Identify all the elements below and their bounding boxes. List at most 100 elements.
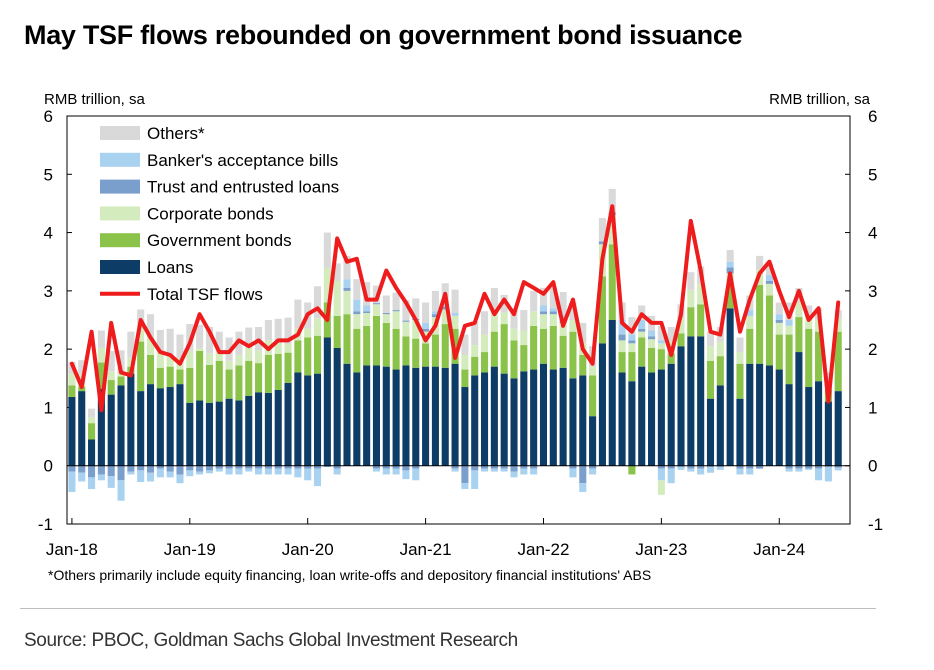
x-tick-label: Jan-24 [753, 540, 805, 559]
bar-trust_loans-neg [480, 465, 489, 469]
bar-trust_loans-neg [88, 465, 96, 478]
legend-label-corporate_bonds: Corporate bonds [147, 204, 274, 223]
bar-government_bonds [667, 353, 675, 364]
bar-trust_loans-neg [313, 465, 322, 469]
tsf-chart: -1 -1 0 0 1 1 2 2 3 3 4 4 5 5 6 6 Jan-18 Jan-19 Jan-20 Jan-… [38, 107, 883, 559]
bar-trust_loans-neg [78, 465, 86, 473]
bar-bankers_acceptance-neg [205, 470, 213, 474]
bar-bankers_acceptance-neg [294, 468, 302, 478]
bar-government_bonds [490, 331, 498, 367]
bar-government_bonds [569, 331, 577, 379]
bar-others [392, 292, 400, 311]
bar-corporate_bonds [137, 324, 145, 342]
bar-trust_loans-neg [461, 465, 469, 484]
bar-loans [186, 402, 194, 466]
legend-swatch-loans [100, 260, 140, 274]
bar-government_bonds [697, 304, 705, 337]
bar-trust_loans [775, 320, 783, 323]
bar-government_bonds [88, 423, 96, 440]
bar-bankers_acceptance-neg [176, 474, 184, 484]
bar-corporate_bonds [235, 354, 243, 366]
bar-corporate_bonds [510, 328, 518, 341]
bar-corporate_bonds [657, 343, 665, 350]
bar-corporate_bonds [549, 314, 557, 326]
bar-corporate_bonds [353, 314, 361, 329]
bar-loans [579, 375, 587, 466]
bar-corporate_bonds [333, 280, 341, 316]
bar-loans [756, 363, 764, 466]
bar-trust_loans-neg [382, 465, 390, 469]
bar-bankers_acceptance-neg [716, 466, 724, 470]
bar-others [146, 314, 155, 338]
y-tick-label-right: 0 [868, 457, 877, 476]
bar-corporate_bonds [736, 352, 744, 364]
bar-government_bonds [589, 375, 597, 417]
bar-loans [156, 388, 164, 466]
bar-bankers_acceptance [726, 261, 734, 268]
bar-government_bonds [343, 314, 351, 364]
bar-corporate_bonds [274, 342, 282, 354]
bar-corporate_bonds [363, 313, 371, 326]
legend-swatch-government_bonds [100, 233, 140, 248]
bar-trust_loans-neg [97, 465, 105, 475]
bar-government_bonds [618, 352, 626, 373]
bar-government_bonds [608, 244, 616, 320]
y-tick-label-right: 2 [868, 340, 877, 359]
bar-others [412, 298, 420, 319]
bar-corporate_bonds [765, 283, 773, 296]
bar-others [137, 309, 145, 325]
bar-trust_loans-neg [687, 465, 695, 469]
bar-trust_loans-neg [294, 465, 302, 469]
axis-ticks: -1 -1 0 0 1 1 2 2 3 3 4 4 5 5 6 6 Jan-18 Jan-19 Jan-20 Jan-… [38, 107, 883, 559]
bar-government_bonds [441, 324, 449, 368]
y-tick-label-right: -1 [868, 515, 883, 534]
bar-corporate_bonds [412, 320, 420, 339]
bar-trust_loans [628, 340, 636, 344]
bar-loans [657, 369, 665, 466]
bar-others [245, 327, 253, 348]
bar-corporate_bonds [284, 343, 292, 353]
bar-trust_loans-neg [569, 465, 577, 469]
bar-corporate_bonds [97, 347, 105, 363]
y-tick-label-right: 4 [868, 224, 877, 243]
bar-loans [196, 400, 204, 466]
bar-government_bonds [756, 285, 764, 364]
bar-others [736, 337, 744, 353]
bar-others [598, 218, 606, 242]
bar-trust_loans-neg [471, 465, 479, 471]
bar-bankers_acceptance-neg [667, 468, 675, 484]
bar-corporate_bonds [304, 328, 312, 338]
bar-bankers_acceptance-neg [382, 468, 390, 475]
bar-loans [726, 308, 734, 466]
bar-corporate_bonds [451, 315, 459, 329]
bar-government_bonds [205, 364, 213, 403]
bar-corporate_bonds [706, 346, 715, 361]
bar-bankers_acceptance-neg [815, 468, 823, 481]
bar-corporate_bonds [313, 318, 322, 336]
bar-government_bonds [500, 324, 508, 374]
y-tick-label-left: -1 [38, 515, 53, 534]
bar-loans [117, 385, 125, 466]
bar-trust_loans-neg [284, 465, 292, 469]
bar-corporate_bonds [166, 354, 174, 367]
bar-loans [146, 384, 155, 466]
bar-others [166, 328, 174, 355]
y-tick-label-left: 2 [44, 340, 53, 359]
bar-corporate_bonds [834, 318, 842, 332]
bar-loans [245, 395, 253, 466]
bar-others [471, 321, 479, 346]
bar-trust_loans [353, 311, 361, 315]
y-tick-label-left: 4 [44, 224, 53, 243]
bar-bankers_acceptance-neg [313, 468, 322, 487]
x-tick-label: Jan-20 [282, 540, 334, 559]
bar-government_bonds [775, 334, 783, 370]
bar-others [205, 326, 213, 354]
bar-loans [559, 367, 567, 466]
bar-trust_loans [549, 311, 557, 315]
bar-others [510, 308, 518, 329]
bar-corporate_bonds [697, 283, 705, 305]
bar-bankers_acceptance [746, 310, 754, 316]
y-tick-label-right: 1 [868, 398, 877, 417]
bar-loans [706, 398, 715, 466]
bar-others [107, 350, 115, 372]
